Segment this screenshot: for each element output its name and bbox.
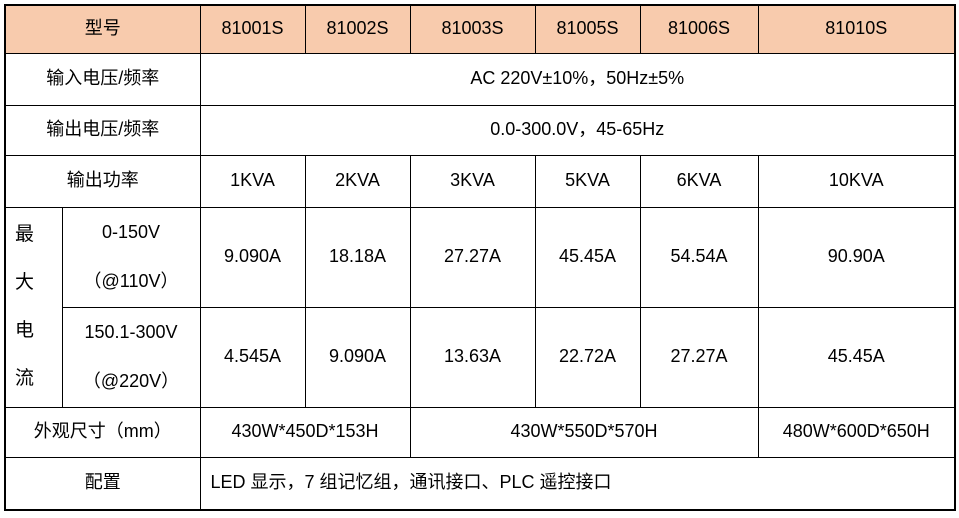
- current-cell: 9.090A: [199, 206, 306, 308]
- current-cell: 45.45A: [757, 306, 956, 408]
- output-power-row: 输出功率 1KVA 2KVA 3KVA 5KVA 6KVA 10KVA: [4, 154, 956, 208]
- dimensions-row: 外观尺寸（mm） 430W*450D*153H 430W*550D*570H 4…: [4, 406, 956, 458]
- range-condition: （@110V）: [83, 270, 179, 291]
- power-cell: 6KVA: [639, 154, 759, 208]
- max-current-high-row: 150.1-300V （@220V） 4.545A 9.090A 13.63A …: [5, 306, 956, 408]
- power-cell: 2KVA: [304, 154, 411, 208]
- max-current-label-chars: 最 大 电 流: [6, 211, 61, 403]
- current-cell: 27.27A: [409, 206, 536, 308]
- model-header-label: 型号: [4, 4, 201, 54]
- current-cell: 45.45A: [534, 206, 641, 308]
- current-cell: 90.90A: [757, 206, 956, 308]
- model-cell: 81006S: [639, 4, 759, 54]
- model-cell: 81001S: [199, 4, 306, 54]
- power-cell: 1KVA: [199, 154, 306, 208]
- max-current-char: 最: [15, 223, 35, 245]
- dimension-cell: 430W*550D*570H: [409, 406, 759, 458]
- current-cell: 27.27A: [639, 306, 759, 408]
- current-cell: 54.54A: [639, 206, 759, 308]
- model-cell: 81005S: [534, 4, 641, 54]
- current-cell: 18.18A: [304, 206, 411, 308]
- range-cell-low: 0-150V （@110V）: [61, 206, 201, 308]
- model-cell: 81002S: [304, 4, 411, 54]
- output-voltage-label: 输出电压/频率: [4, 104, 201, 156]
- dimension-cell: 480W*600D*650H: [757, 406, 956, 458]
- dimensions-label: 外观尺寸（mm）: [4, 406, 201, 458]
- current-cell: 13.63A: [409, 306, 536, 408]
- current-cell: 22.72A: [534, 306, 641, 408]
- input-voltage-value: AC 220V±10%，50Hz±5%: [199, 52, 956, 106]
- input-voltage-row: 输入电压/频率 AC 220V±10%，50Hz±5%: [4, 52, 956, 106]
- max-current-char: 流: [15, 367, 35, 389]
- input-voltage-label: 输入电压/频率: [4, 52, 201, 106]
- current-cell: 9.090A: [304, 306, 411, 408]
- max-current-low-row: 最 大 电 流 0-150V （@110V） 9.090A 18.18A 27.…: [4, 206, 956, 408]
- max-current-label: 最 大 电 流: [4, 206, 63, 408]
- power-cell: 3KVA: [409, 154, 536, 208]
- model-cell: 81003S: [409, 4, 536, 54]
- configuration-value: LED 显示，7 组记忆组，通讯接口、PLC 遥控接口: [199, 456, 956, 511]
- range-text: 150.1-300V: [84, 321, 178, 342]
- spec-table: 型号 81001S 81002S 81003S 81005S 81006S 81…: [4, 4, 956, 511]
- range-condition: （@220V）: [82, 370, 180, 391]
- output-voltage-value: 0.0-300.0V，45-65Hz: [199, 104, 956, 156]
- dimension-cell: 430W*450D*153H: [199, 406, 411, 458]
- range-wrap: 0-150V （@110V）: [63, 209, 199, 305]
- range-wrap: 150.1-300V （@220V）: [63, 309, 199, 405]
- configuration-row: 配置 LED 显示，7 组记忆组，通讯接口、PLC 遥控接口: [4, 456, 956, 511]
- header-row: 型号 81001S 81002S 81003S 81005S 81006S 81…: [4, 4, 956, 54]
- output-power-label: 输出功率: [4, 154, 201, 208]
- max-current-char: 大: [15, 271, 35, 293]
- current-cell: 4.545A: [199, 306, 306, 408]
- range-cell-high: 150.1-300V （@220V）: [61, 306, 201, 408]
- output-voltage-row: 输出电压/频率 0.0-300.0V，45-65Hz: [4, 104, 956, 156]
- model-cell: 81010S: [757, 4, 956, 54]
- power-cell: 5KVA: [534, 154, 641, 208]
- range-text: 0-150V: [101, 221, 161, 242]
- max-current-char: 电: [15, 319, 35, 341]
- power-cell: 10KVA: [757, 154, 956, 208]
- configuration-label: 配置: [4, 456, 201, 511]
